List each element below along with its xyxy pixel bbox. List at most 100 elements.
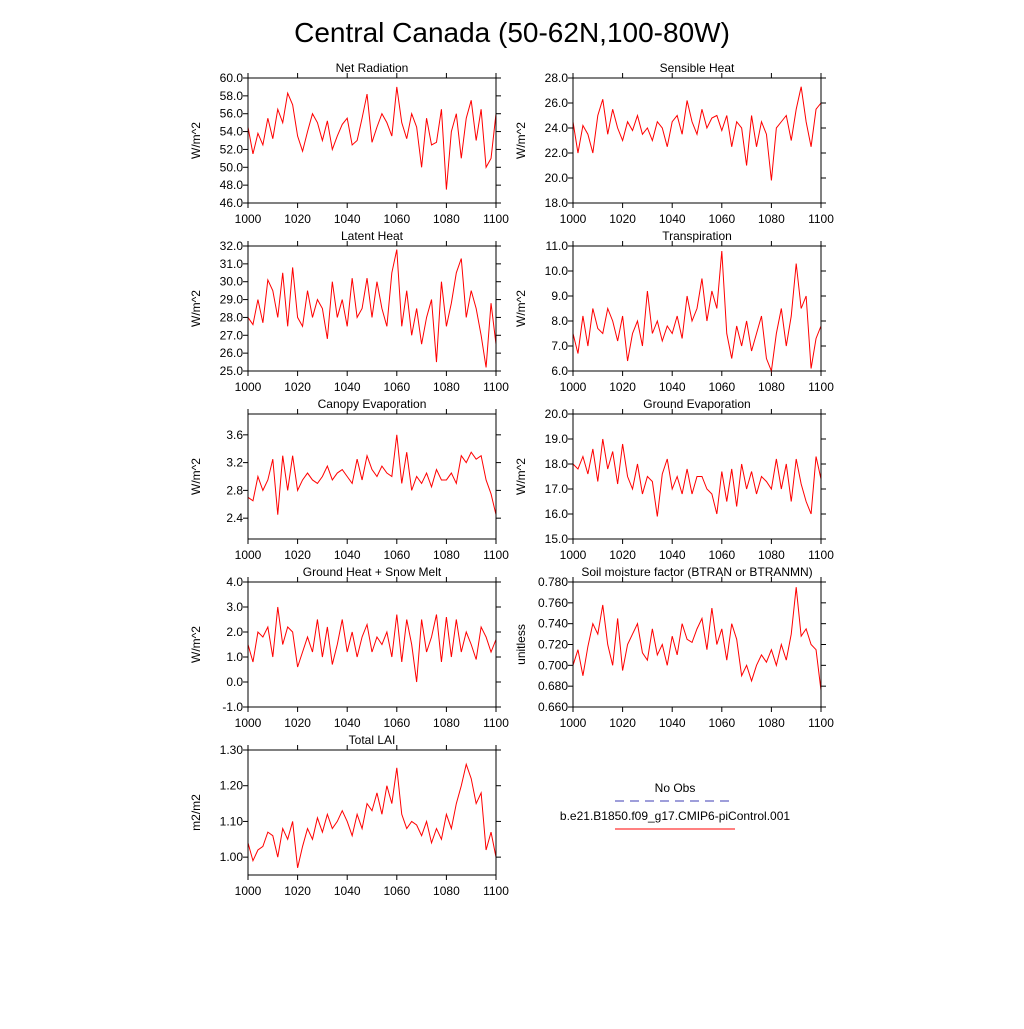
y-tick-label: 30.0 [220,275,244,289]
y-tick-label: 19.0 [545,432,569,446]
data-line [247,606,497,683]
x-tick-label: 1080 [758,212,785,226]
plot-frame [572,245,822,372]
x-tick-label: 1000 [560,212,587,226]
y-tick-label: 3.0 [226,600,243,614]
y-tick-label: 60.0 [220,71,244,85]
x-tick-label: 1080 [433,716,460,730]
x-tick-label: 1100 [483,548,509,562]
panel: Total LAI m2/m2 1.00 1.10 1.20 1.30 1000 1020 10… [189,733,509,898]
y-tick-label: 24.0 [545,121,569,135]
x-tick-label: 1020 [609,380,636,394]
x-tick-label: 1040 [334,548,361,562]
y-axis-label: m2/m2 [189,794,203,831]
x-tick-label: 1040 [659,716,686,730]
x-tick-label: 1060 [708,212,735,226]
plot-frame [572,413,822,540]
y-tick-label: 2.8 [226,483,243,497]
plot-frame [247,245,497,372]
x-tick-label: 1100 [483,884,509,898]
y-tick-label: 17.0 [545,482,569,496]
y-tick-label: 18.0 [545,457,569,471]
x-tick-label: 1060 [708,380,735,394]
x-tick-label: 1060 [383,548,410,562]
y-tick-label: 1.00 [220,850,244,864]
panel: Ground Evaporation W/m^2 15.0 16.0 17.0 18.0 1… [514,397,834,562]
panel: Canopy Evaporation W/m^2 2.4 2.8 3.2 3.6 1000 1… [189,397,509,562]
plot-frame [247,581,497,708]
x-tick-label: 1020 [284,212,311,226]
x-tick-label: 1040 [659,380,686,394]
y-tick-label: 1.0 [226,650,243,664]
x-tick-label: 1020 [609,548,636,562]
x-tick-label: 1060 [708,716,735,730]
x-tick-label: 1100 [808,380,834,394]
x-tick-label: 1100 [483,212,509,226]
y-tick-label: 6.0 [551,364,568,378]
panel-title: Net Radiation [336,61,409,75]
x-tick-label: 1100 [483,380,509,394]
x-tick-label: 1080 [433,212,460,226]
data-line [572,86,822,181]
x-tick-label: 1060 [383,716,410,730]
panel-title: Total LAI [349,733,396,747]
x-tick-label: 1040 [659,548,686,562]
y-tick-label: 0.680 [538,679,568,693]
x-tick-label: 1040 [334,212,361,226]
panel: Net Radiation W/m^2 46.0 48.0 50.0 52.0 54.0 56… [189,61,509,226]
y-tick-label: 32.0 [220,239,244,253]
x-tick-label: 1040 [334,716,361,730]
x-tick-label: 1060 [708,548,735,562]
x-tick-label: 1020 [284,380,311,394]
y-tick-label: 27.0 [220,328,244,342]
x-tick-label: 1080 [433,884,460,898]
panel: Soil moisture factor (BTRAN or BTRANMN) u… [514,565,834,730]
y-axis-label: unitless [514,624,528,665]
plot-frame [247,77,497,204]
x-tick-label: 1080 [433,548,460,562]
panel: Transpiration W/m^2 6.0 7.0 8.0 9.0 10.0 11.0 10… [514,229,834,394]
legend-label: b.e21.B1850.f09_g17.CMIP6-piControl.001 [560,809,790,823]
data-line [572,438,822,517]
y-tick-label: 10.0 [545,264,569,278]
y-tick-label: 50.0 [220,160,244,174]
y-tick-label: 0.700 [538,658,568,672]
x-tick-label: 1020 [609,716,636,730]
y-tick-label: 7.0 [551,339,568,353]
x-tick-label: 1000 [560,380,587,394]
y-tick-label: 20.0 [545,407,569,421]
y-tick-label: 0.780 [538,575,568,589]
y-tick-label: 16.0 [545,507,569,521]
panel: Sensible Heat W/m^2 18.0 20.0 22.0 24.0 26.0 28… [514,61,834,226]
x-tick-label: 1040 [659,212,686,226]
y-tick-label: 22.0 [545,146,569,160]
data-line [572,250,822,373]
data-line [572,587,822,691]
y-tick-label: 8.0 [551,314,568,328]
y-axis-label: W/m^2 [189,458,203,495]
y-tick-label: 2.0 [226,625,243,639]
x-tick-label: 1000 [235,212,262,226]
x-tick-label: 1020 [284,716,311,730]
y-tick-label: 26.0 [220,346,244,360]
y-tick-label: 15.0 [545,532,569,546]
y-tick-label: -1.0 [222,700,243,714]
y-tick-label: 0.0 [226,675,243,689]
plot-frame [247,749,497,876]
y-tick-label: 3.2 [226,456,243,470]
x-tick-label: 1020 [609,212,636,226]
y-axis-label: W/m^2 [189,122,203,159]
data-line [247,434,497,515]
y-tick-label: 3.6 [226,428,243,442]
x-tick-label: 1100 [808,548,834,562]
y-tick-label: 1.20 [220,779,244,793]
y-axis-label: W/m^2 [189,626,203,663]
x-tick-label: 1080 [758,716,785,730]
y-tick-label: 25.0 [220,364,244,378]
y-tick-label: 58.0 [220,89,244,103]
y-tick-label: 26.0 [545,96,569,110]
x-tick-label: 1020 [284,548,311,562]
y-tick-label: 9.0 [551,289,568,303]
y-tick-label: 0.720 [538,638,568,652]
